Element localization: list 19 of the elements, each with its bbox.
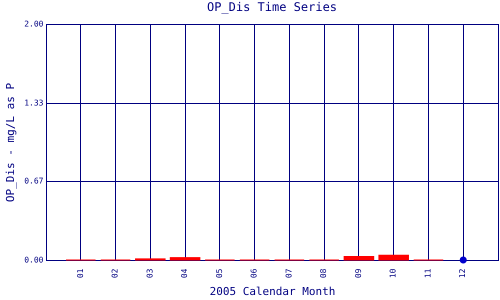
x-axis-title: 2005 Calendar Month — [210, 285, 336, 298]
x-tick-label: 07 — [284, 268, 294, 278]
x-tick-label: 05 — [214, 268, 224, 278]
x-tick-label: 12 — [458, 268, 468, 278]
x-tick-label: 06 — [250, 268, 259, 278]
y-axis-title: OP_Dis - mg/L as P — [4, 82, 18, 202]
x-tick-label: 08 — [319, 268, 328, 278]
x-tick-label: 04 — [180, 268, 190, 278]
x-tick-label: 03 — [145, 268, 154, 278]
x-tick-label: 10 — [388, 268, 398, 278]
x-tick-label: 02 — [110, 268, 120, 278]
x-tick-label: 01 — [76, 268, 85, 278]
y-tick-label: 1.33 — [24, 98, 44, 108]
chart-title: OP_Dis Time Series — [206, 0, 338, 14]
y-tick-label: 0.00 — [24, 256, 44, 264]
x-tick-label: 11 — [423, 268, 432, 278]
y-tick-label: 2.00 — [24, 20, 44, 28]
x-tick-label: 09 — [354, 268, 363, 278]
y-tick-label: 0.67 — [24, 176, 44, 186]
